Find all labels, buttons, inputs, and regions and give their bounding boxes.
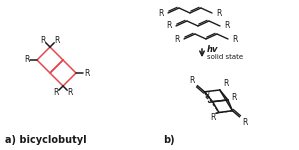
Text: R: R — [84, 69, 89, 78]
Text: R: R — [232, 34, 237, 43]
Text: R: R — [54, 36, 60, 45]
Text: R: R — [41, 36, 46, 45]
Text: b): b) — [163, 135, 175, 145]
Text: R: R — [242, 118, 248, 127]
Text: R: R — [67, 88, 72, 97]
Text: R: R — [54, 88, 59, 97]
Text: R: R — [24, 56, 29, 64]
Text: hv: hv — [207, 45, 219, 54]
Text: a) bicyclobutyl: a) bicyclobutyl — [5, 135, 87, 145]
Text: R: R — [175, 34, 180, 43]
Text: R: R — [231, 93, 236, 102]
Text: R: R — [216, 9, 221, 18]
Text: R: R — [167, 21, 172, 30]
Text: R: R — [210, 114, 216, 123]
Text: R: R — [189, 76, 195, 85]
Text: R: R — [159, 9, 164, 18]
Text: R: R — [223, 79, 228, 88]
Text: solid state: solid state — [207, 54, 243, 60]
Text: R: R — [224, 21, 229, 30]
Text: R: R — [204, 91, 210, 100]
